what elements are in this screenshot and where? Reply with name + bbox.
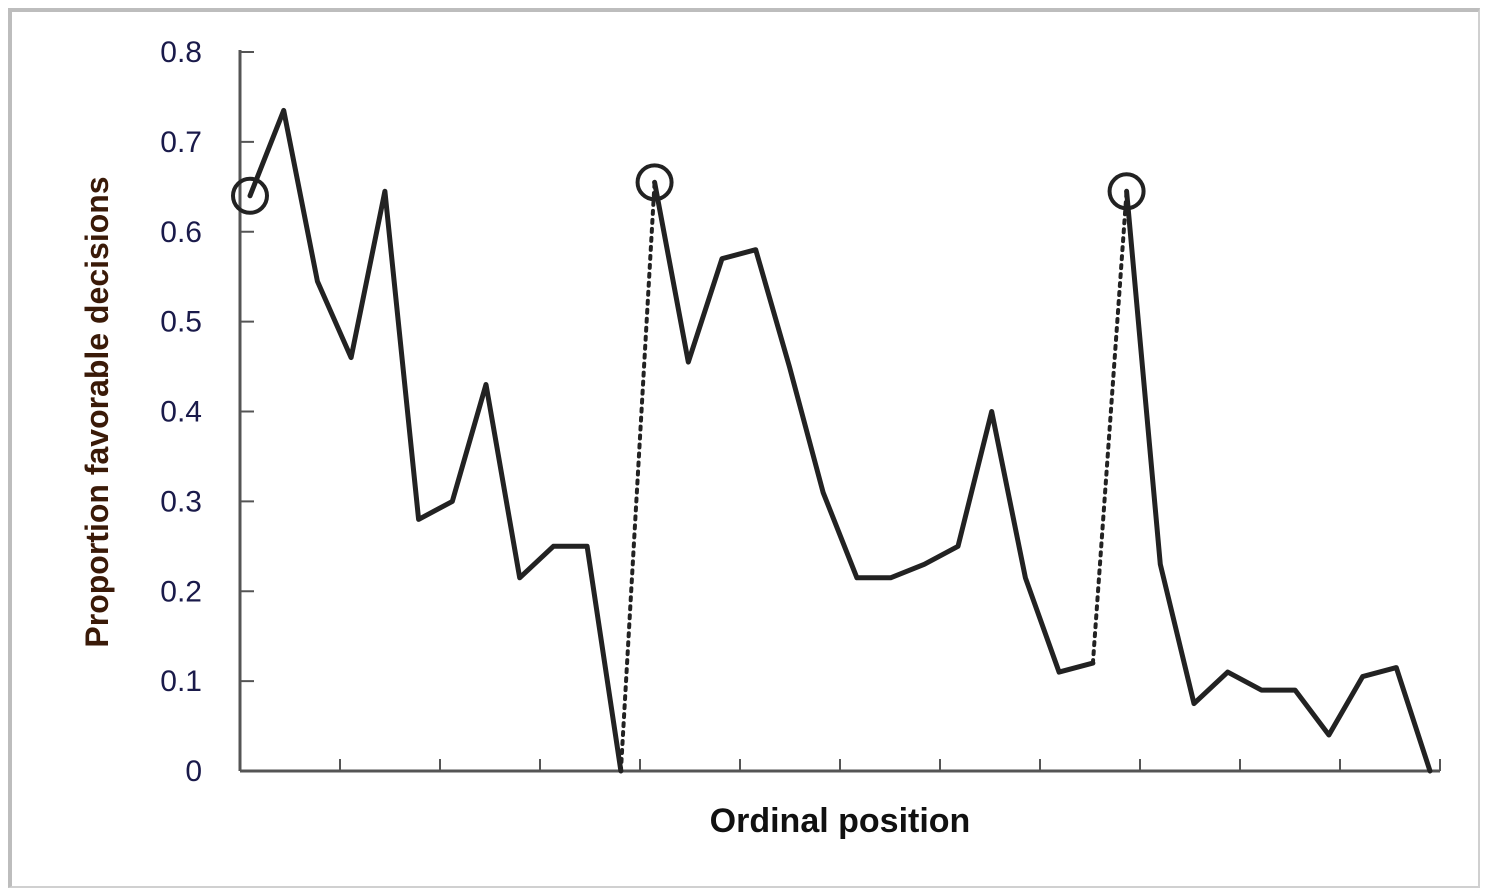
axes: [238, 50, 1440, 773]
y-tick-label: 0.1: [160, 665, 202, 698]
y-tick-label: 0.6: [160, 216, 202, 249]
series-line: [1124, 188, 1433, 774]
series-line: [652, 179, 1096, 675]
y-tick-label: 0.5: [160, 306, 202, 339]
highlight-circle: [1107, 172, 1146, 211]
y-tick-label: 0.4: [160, 396, 202, 429]
series-line: [247, 107, 624, 774]
y-axis-title: Proportion favorable decisions: [79, 176, 115, 647]
data-series: [247, 107, 1433, 774]
y-ticks: 0 0.1 0.2 0.3 0.4 0.5 0.6 0.7 0.8: [160, 36, 254, 788]
y-tick-label: 0.2: [160, 575, 202, 608]
dotted-break-line: [1090, 189, 1129, 666]
highlight-circle: [635, 163, 674, 202]
x-axis-title: Ordinal position: [710, 802, 971, 840]
x-ticks: [239, 759, 1441, 771]
y-tick-label: 0: [185, 755, 202, 788]
y-tick-label: 0.7: [160, 126, 202, 159]
y-tick-label: 0.8: [160, 36, 202, 69]
highlight-circle: [231, 176, 269, 215]
dotted-break-line: [618, 180, 657, 773]
chart-frame: [8, 8, 1480, 888]
y-tick-label: 0.3: [160, 485, 202, 518]
highlight-markers: [231, 163, 1146, 215]
